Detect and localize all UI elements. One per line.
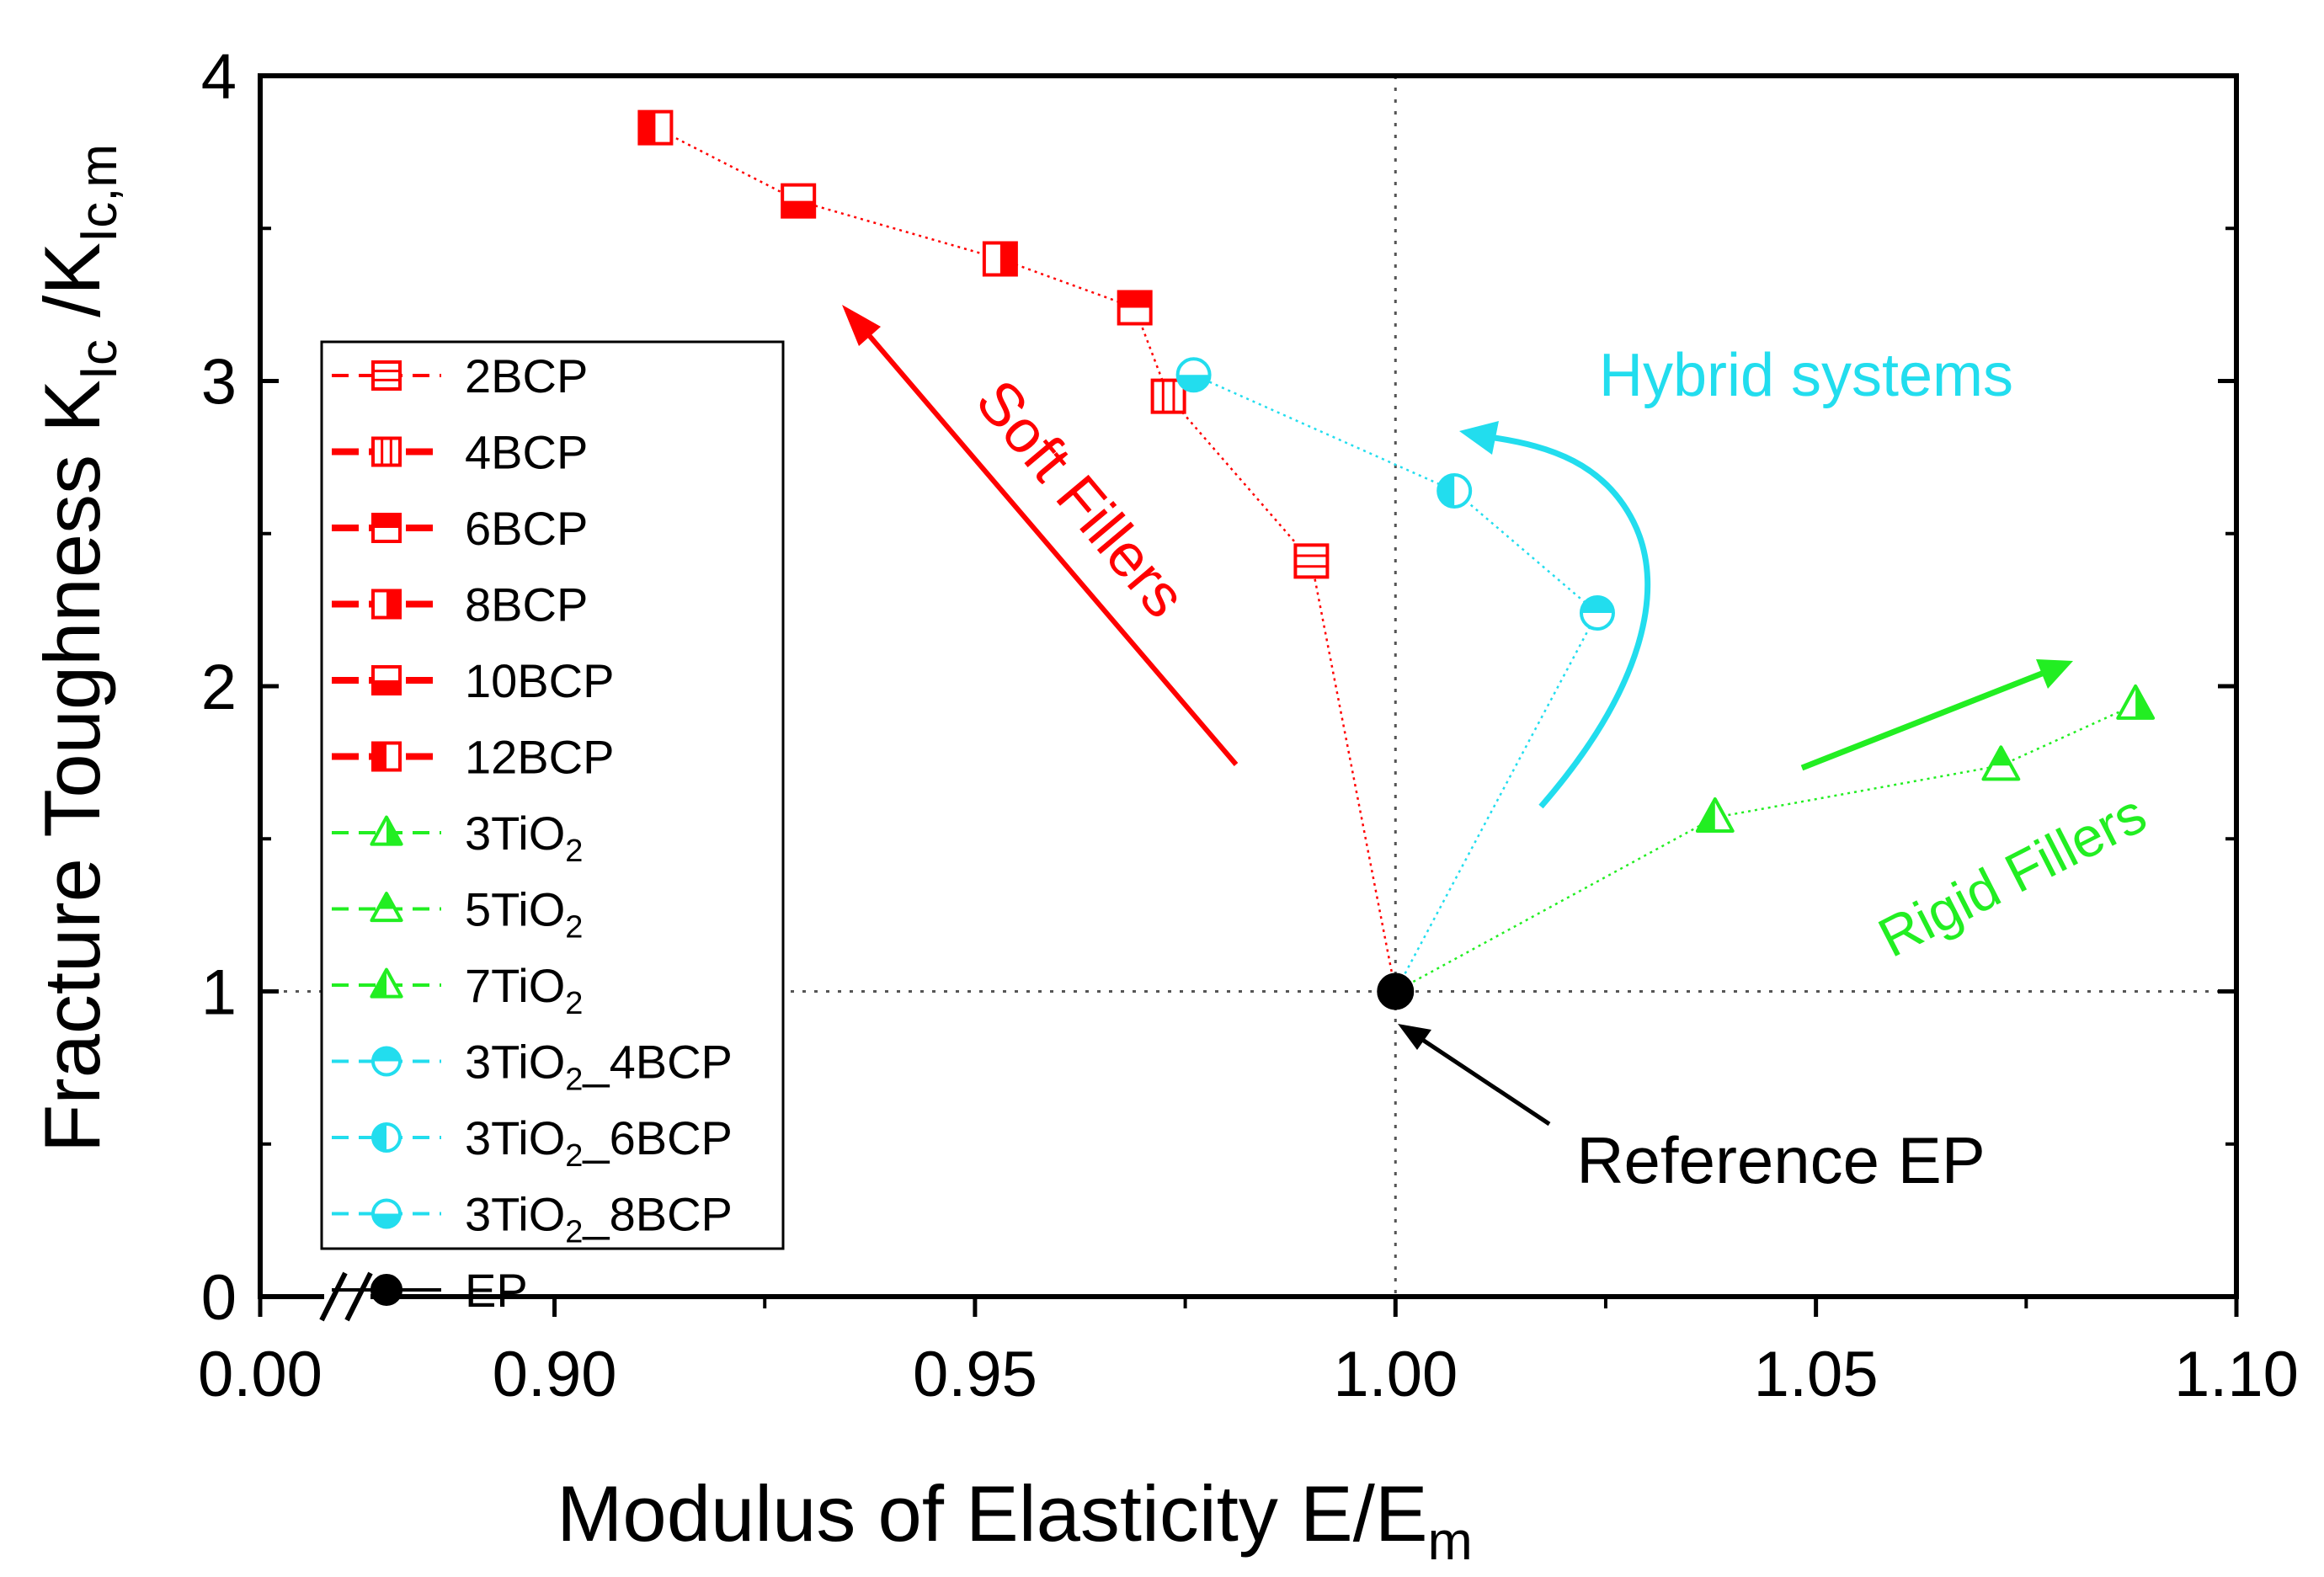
- data-point-5tio2: [1981, 745, 2021, 781]
- y-tick-label: 4: [201, 41, 237, 113]
- data-point-3tio2-4bcp: [1579, 595, 1615, 631]
- data-point-12bcp: [637, 109, 674, 146]
- legend-item: 2BCP: [332, 349, 588, 402]
- legend-label: 3TiO2_4BCP: [465, 1036, 733, 1098]
- data-point-10bcp: [781, 183, 817, 219]
- legend-marker-icon: [371, 1122, 402, 1153]
- legend-item: 6BCP: [332, 502, 588, 555]
- soft-fillers-arrow: [842, 305, 1239, 766]
- legend: 2BCP 4BCP 6BCP 8BCP 10BCP 12BCP 3TiO2 5TiO2 7TiO…: [320, 340, 785, 1317]
- x-axis-break-icon: [319, 1271, 373, 1322]
- legend-item: 3TiO2_6BCP: [332, 1111, 733, 1174]
- data-point-2bcp: [1293, 543, 1330, 579]
- legend-label: 4BCP: [465, 426, 588, 479]
- reference-ep-label: Reference EP: [1576, 1123, 1986, 1197]
- x-tick-label: 1.00: [1333, 1339, 1458, 1410]
- rigid-fillers-label: Rigid Fillers: [1868, 781, 2156, 968]
- legend-marker-icon: [371, 741, 402, 772]
- legend-label: 3TiO2_6BCP: [465, 1111, 733, 1174]
- x-axis-title: Modulus of Elasticity E/Em: [557, 1469, 1473, 1571]
- legend-label: 3TiO2: [465, 807, 583, 869]
- legend-label: 12BCP: [465, 731, 614, 784]
- legend-label: 10BCP: [465, 654, 614, 707]
- legend-item: 12BCP: [332, 731, 614, 784]
- legend-item: 3TiO2_8BCP: [332, 1188, 733, 1250]
- legend-marker-icon: [370, 1274, 402, 1306]
- data-point-7tio2: [1695, 797, 1735, 834]
- x-tick-label: 0.00: [198, 1339, 322, 1410]
- legend-item: EP: [332, 1264, 528, 1317]
- y-tick-label: 0: [201, 1262, 237, 1334]
- axis-ticks: [258, 73, 2239, 1317]
- x-tick-label: 1.10: [2174, 1339, 2299, 1410]
- legend-box: [320, 340, 785, 1250]
- legend-label: EP: [465, 1264, 528, 1317]
- x-tick-label: 1.05: [1754, 1339, 1879, 1410]
- connection-line-tio2: [1394, 703, 2136, 993]
- legend-marker-icon: [371, 589, 402, 620]
- legend-marker-icon: [371, 665, 402, 695]
- x-tick-label: 0.90: [493, 1339, 617, 1410]
- rigid-fillers-arrow: [1800, 659, 2073, 771]
- legend-marker-icon: [371, 436, 402, 467]
- data-point-3tio2-6bcp: [1437, 473, 1473, 509]
- hybrid-systems-label: Hybrid systems: [1599, 342, 2013, 409]
- data-markers: [637, 109, 2156, 1010]
- annotation-arrows: [842, 305, 2073, 1127]
- axis-tick-labels: 0 1 2 3 4 0.00 0.90 0.95 1.00 1.05 1.10: [198, 41, 2299, 1410]
- data-point-3tio2-8bcp: [1175, 357, 1212, 393]
- legend-marker-icon: [371, 1198, 402, 1229]
- legend-label: 3TiO2_8BCP: [465, 1188, 733, 1250]
- reference-lines: [260, 76, 2236, 1297]
- data-point-3tio2: [2116, 684, 2156, 720]
- legend-marker-icon: [371, 513, 402, 543]
- y-axis-title: Fracture Toughness KIc /KIc,m: [28, 144, 128, 1153]
- legend-item: 10BCP: [332, 654, 614, 707]
- legend-label: 5TiO2: [465, 883, 583, 946]
- legend-item: 4BCP: [332, 426, 588, 479]
- y-tick-label: 2: [201, 652, 237, 723]
- legend-label: 6BCP: [465, 502, 588, 555]
- hybrid-systems-arrow: [1459, 421, 1651, 809]
- data-point-4bcp: [1150, 378, 1186, 414]
- legend-marker-icon: [371, 360, 402, 391]
- legend-label: 7TiO2: [465, 959, 583, 1021]
- reference-ep-arrow: [1398, 1024, 1551, 1127]
- legend-item: 8BCP: [332, 578, 588, 631]
- legend-marker-icon: [371, 1046, 402, 1077]
- y-tick-label: 3: [201, 347, 237, 418]
- data-point-8bcp: [982, 241, 1018, 277]
- data-point-6bcp: [1117, 290, 1153, 326]
- y-tick-label: 1: [201, 957, 237, 1029]
- legend-label: 2BCP: [465, 349, 588, 402]
- legend-label: 8BCP: [465, 578, 588, 631]
- legend-item: 3TiO2_4BCP: [332, 1036, 733, 1098]
- data-point-ep: [1377, 972, 1415, 1010]
- x-tick-label: 0.95: [913, 1339, 1037, 1410]
